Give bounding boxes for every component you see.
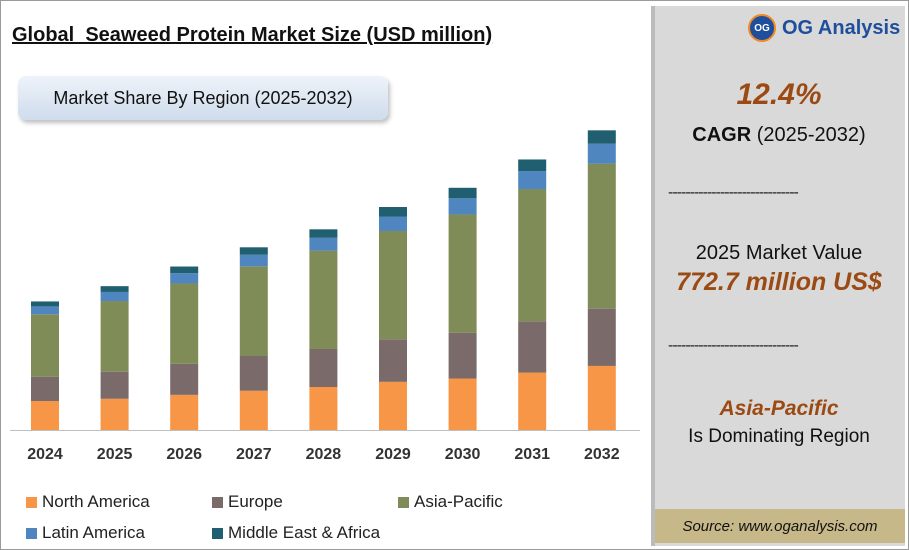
source-box: Source: www.oganalysis.com (655, 509, 905, 543)
bar-segment-north-america-2030 (448, 378, 477, 430)
legend-item-latin-america: Latin America (26, 523, 145, 543)
bar-segment-middle-east-africa-2031 (518, 159, 547, 172)
legend-item-asia-pacific: Asia-Pacific (398, 492, 503, 512)
legend-swatch (212, 496, 223, 508)
bar-segment-middle-east-africa-2032 (587, 130, 616, 144)
bar-segment-asia-pacific-2030 (448, 214, 477, 333)
cagr-bold: CAGR (692, 124, 752, 146)
bar-segment-north-america-2031 (518, 372, 547, 430)
bar-segment-europe-2026 (170, 363, 199, 395)
divider-top: ------------------------------ (668, 184, 799, 201)
legend-label: Asia-Pacific (414, 492, 503, 511)
bar-segment-asia-pacific-2031 (518, 189, 547, 322)
x-tick-label: 2032 (584, 446, 620, 463)
divider-bottom: ------------------------------ (668, 337, 799, 354)
bar-segment-north-america-2028 (309, 387, 338, 430)
bar-segment-north-america-2029 (379, 381, 407, 430)
stacked-bar-chart: 2024 2025 2026 2027 2028 2029 2030 2031 2032 (10, 130, 640, 463)
market-value-label: 2025 Market Value (695, 242, 863, 264)
legend-label: North America (42, 492, 150, 511)
bar-segment-north-america-2025 (100, 398, 129, 430)
bar-segment-asia-pacific-2024 (31, 314, 59, 377)
bar-segment-latin-america-2031 (518, 171, 547, 190)
bar-segment-north-america-2026 (170, 394, 199, 430)
bar-segment-asia-pacific-2028 (309, 250, 338, 349)
legend-swatch (26, 527, 37, 539)
bar-segment-asia-pacific-2032 (587, 163, 616, 309)
bar-segment-latin-america-2030 (448, 198, 477, 215)
x-tick-label: 2029 (375, 446, 411, 463)
bar-segment-middle-east-africa-2026 (170, 266, 199, 274)
bar-segment-europe-2031 (518, 321, 547, 373)
cagr-period: (2025-2032) (751, 124, 866, 146)
cagr-value: 12.4% (736, 78, 822, 111)
x-tick-label: 2031 (514, 446, 550, 463)
bar-segment-north-america-2027 (239, 390, 268, 430)
market-value: 772.7 million US$ (676, 268, 882, 296)
bar-segment-latin-america-2027 (239, 254, 268, 267)
source-text: Source: www.oganalysis.com (682, 517, 878, 535)
og-logo-icon: OG (748, 14, 776, 42)
bar-segment-europe-2027 (239, 356, 268, 391)
panel-border (651, 6, 655, 546)
x-tick-label: 2028 (306, 446, 342, 463)
bar-segment-middle-east-africa-2029 (379, 207, 407, 217)
legend-label: Europe (228, 492, 283, 511)
bar-segment-middle-east-africa-2030 (448, 187, 477, 199)
x-tick-label: 2025 (97, 446, 133, 463)
bar-segment-latin-america-2032 (587, 143, 616, 164)
x-tick-label: 2024 (27, 446, 63, 463)
legend-label: Latin America (42, 523, 145, 542)
bar-segment-middle-east-africa-2027 (239, 247, 268, 255)
bar-segment-middle-east-africa-2025 (100, 286, 129, 292)
bar-segment-europe-2029 (379, 339, 407, 382)
bar-segment-latin-america-2025 (100, 291, 129, 302)
bar-segment-north-america-2032 (587, 365, 616, 430)
chart-title: Global Seaweed Protein Market Size (USD … (12, 24, 493, 46)
dominating-region: Asia-Pacific (719, 397, 839, 420)
legend-item-europe: Europe (212, 492, 283, 512)
bar-segment-latin-america-2029 (379, 216, 407, 231)
logo-text: OG Analysis (782, 16, 901, 39)
cagr-label: CAGR (2025-2032) (653, 124, 905, 147)
bar-segment-north-america-2024 (31, 401, 59, 430)
bar-segment-latin-america-2028 (309, 237, 338, 251)
bar-segment-latin-america-2026 (170, 273, 199, 284)
bar-segment-middle-east-africa-2024 (31, 301, 59, 307)
bar-segment-europe-2028 (309, 348, 338, 388)
chart-subtitle-box: Market Share By Region (2025-2032) (18, 76, 388, 120)
dominating-label: Is Dominating Region (688, 426, 870, 447)
legend-swatch (212, 527, 223, 539)
bar-segment-asia-pacific-2026 (170, 283, 199, 364)
bar-segment-asia-pacific-2029 (379, 230, 407, 340)
x-tick-label: 2026 (166, 446, 202, 463)
x-tick-label: 2030 (445, 446, 481, 463)
legend-item-middle-east-africa: Middle East & Africa (212, 523, 380, 543)
legend-label: Middle East & Africa (228, 523, 381, 542)
summary-panel (651, 6, 905, 546)
bar-segment-europe-2025 (100, 371, 129, 399)
legend-item-north-america: North America (26, 492, 150, 512)
bar-segment-europe-2030 (448, 332, 477, 379)
bar-segment-asia-pacific-2025 (100, 301, 129, 372)
bar-segment-asia-pacific-2027 (239, 266, 268, 357)
legend-swatch (398, 496, 409, 508)
chart-subtitle: Market Share By Region (2025-2032) (53, 87, 353, 108)
og-analysis-logo: OG OG Analysis (748, 14, 900, 42)
bar-segment-europe-2024 (31, 376, 59, 402)
legend-swatch (26, 496, 37, 508)
bar-segment-middle-east-africa-2028 (309, 229, 338, 238)
bar-segment-latin-america-2024 (31, 306, 59, 315)
bar-segment-europe-2032 (587, 308, 616, 366)
x-tick-label: 2027 (236, 446, 272, 463)
